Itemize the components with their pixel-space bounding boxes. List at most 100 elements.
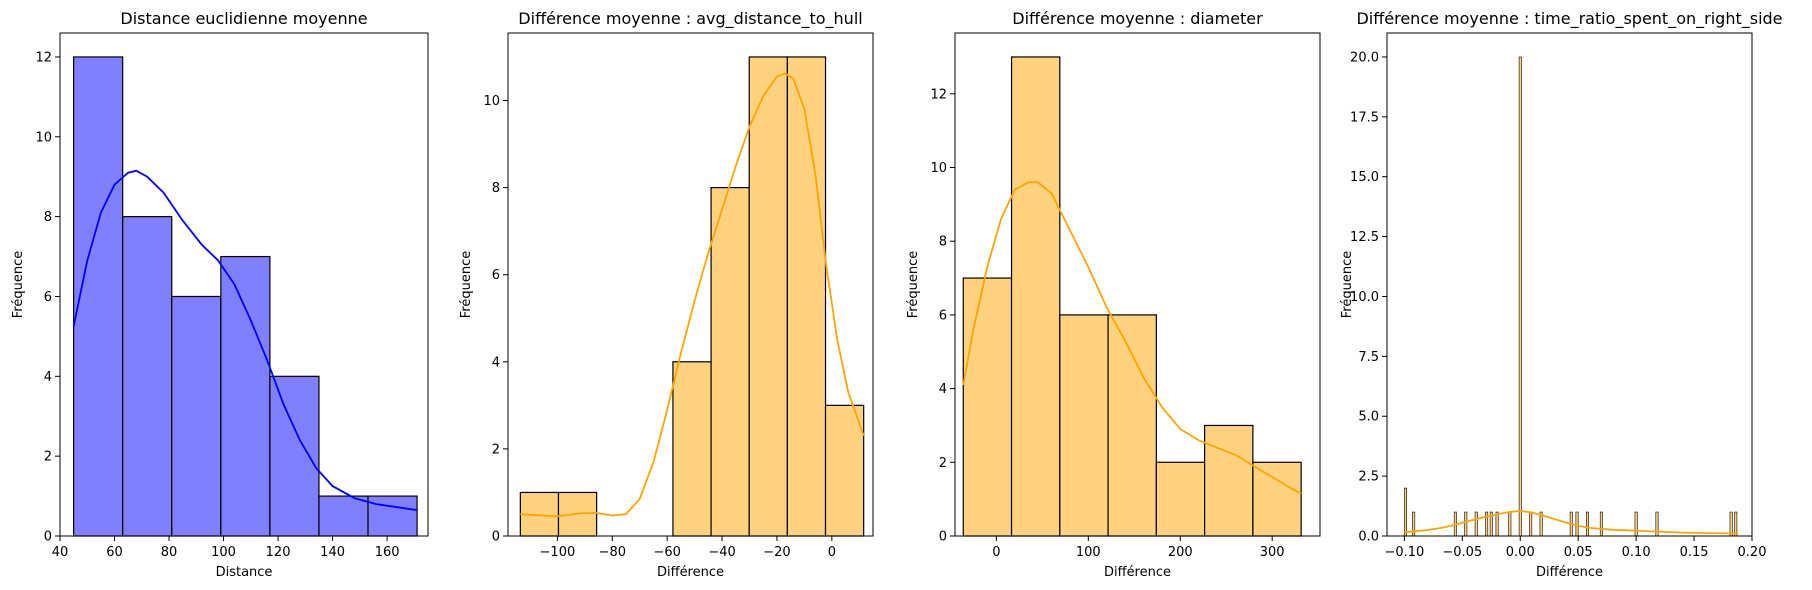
histogram-bar — [1729, 511, 1733, 537]
y-tick-label: 6 — [44, 290, 52, 305]
x-tick-label: 100 — [211, 545, 236, 560]
y-tick-label: 0 — [492, 530, 500, 545]
histogram-bar — [824, 404, 865, 537]
histogram-bar — [1107, 314, 1157, 537]
y-tick-label: 2 — [44, 450, 52, 465]
y-tick-label: 4 — [492, 355, 500, 370]
histogram-bar — [269, 375, 320, 537]
x-tick-label: 0 — [828, 545, 836, 560]
x-tick-label: 120 — [266, 545, 291, 560]
x-tick-label: −80 — [599, 545, 626, 560]
chart-title: Différence moyenne : time_ratio_spent_on… — [1356, 9, 1782, 29]
x-tick-label: −20 — [763, 545, 790, 560]
histogram-bar — [1586, 511, 1589, 537]
histogram-bar — [220, 255, 271, 537]
kde-line — [72, 169, 418, 511]
histogram-bar — [1252, 461, 1302, 537]
histogram-bar — [367, 495, 418, 537]
y-tick-label: 12 — [930, 87, 947, 102]
y-tick-label: 10 — [35, 130, 52, 145]
y-tick-label: 2 — [492, 442, 500, 457]
x-axis-label: Distance — [216, 565, 273, 580]
histogram-bar — [1474, 511, 1478, 537]
y-tick-label: 2 — [939, 456, 947, 471]
y-tick-label: 5.0 — [1358, 410, 1379, 425]
histogram-bar — [122, 216, 173, 537]
histogram-panel-2: −100 −80 −60 −40 −20 0 0 2 4 6 8 10 Différence moyen… — [459, 9, 874, 580]
histogram-bar — [1599, 511, 1603, 537]
histogram-bar — [171, 295, 222, 537]
y-tick-label: 4 — [44, 370, 52, 385]
y-tick-label: 4 — [939, 382, 947, 397]
x-tick-label: −60 — [653, 545, 680, 560]
y-tick-label: 7.5 — [1358, 350, 1379, 365]
y-tick-label: 0 — [939, 530, 947, 545]
kde-line — [962, 181, 1302, 495]
y-tick-label: 2.5 — [1358, 470, 1379, 485]
x-tick-label: 300 — [1260, 545, 1285, 560]
y-axis-label: Fréquence — [459, 251, 474, 318]
y-tick-label: 12.5 — [1350, 230, 1379, 245]
y-tick-label: 0 — [44, 530, 52, 545]
x-tick-label: −0.10 — [1384, 545, 1424, 560]
x-axis-label: Différence — [1536, 565, 1603, 580]
y-tick-label: 10 — [930, 161, 947, 176]
histogram-bar — [1529, 511, 1533, 537]
histogram-bar — [1059, 314, 1109, 537]
y-tick-label: 0.0 — [1358, 530, 1379, 545]
x-tick-label: 140 — [320, 545, 345, 560]
y-axis-label: Fréquence — [1340, 251, 1355, 318]
histogram-bar — [73, 56, 124, 537]
y-tick-label: 6 — [939, 308, 947, 323]
histogram-bar — [1404, 487, 1407, 537]
x-tick-label: 40 — [52, 545, 69, 560]
histogram-panel-3: 0 100 200 300 0 2 4 6 8 10 12 Différence moyenne : … — [906, 9, 1321, 580]
histogram-bar — [1634, 511, 1638, 537]
histogram-bar — [1464, 511, 1468, 537]
y-tick-label: 10 — [483, 94, 500, 109]
y-tick-label: 17.5 — [1350, 110, 1379, 125]
y-tick-label: 8 — [939, 235, 947, 250]
y-axis-label: Fréquence — [11, 251, 26, 318]
x-tick-label: 60 — [106, 545, 123, 560]
x-tick-label: 0 — [992, 545, 1000, 560]
y-tick-label: 8 — [44, 210, 52, 225]
y-tick-label: 20.0 — [1350, 50, 1379, 65]
histogram-bar — [318, 495, 369, 537]
chart-title: Différence moyenne : diameter — [1012, 9, 1263, 28]
histogram-bar — [710, 187, 750, 537]
x-tick-label: 0.15 — [1680, 545, 1709, 560]
histogram-panel-4: −0.10 −0.05 0.00 0.05 0.10 0.15 0.20 0.0 2.5 5.0 7… — [1340, 9, 1783, 580]
histogram-bar — [672, 361, 712, 537]
x-tick-label: 100 — [1076, 545, 1101, 560]
y-tick-label: 6 — [492, 268, 500, 283]
axes-frame — [954, 32, 1321, 537]
histogram-bar — [1518, 56, 1522, 537]
y-tick-label: 8 — [492, 181, 500, 196]
axes-frame — [59, 32, 429, 537]
y-tick-label: 12 — [35, 50, 52, 65]
x-tick-label: 80 — [161, 545, 178, 560]
y-tick-label: 10.0 — [1350, 290, 1379, 305]
histogram-bar — [1508, 511, 1512, 537]
axes-frame — [1386, 32, 1753, 537]
histogram-bar — [1010, 56, 1061, 537]
x-tick-label: −40 — [708, 545, 735, 560]
histogram-bar — [1155, 461, 1206, 537]
kde-line — [520, 72, 865, 518]
x-tick-label: 0.00 — [1506, 545, 1535, 560]
x-tick-label: 0.10 — [1622, 545, 1651, 560]
chart-title: Distance euclidienne moyenne — [120, 9, 367, 28]
axes-frame — [507, 32, 874, 537]
x-tick-label: 160 — [375, 545, 400, 560]
y-tick-label: 15.0 — [1350, 170, 1379, 185]
x-tick-label: 0.05 — [1564, 545, 1593, 560]
x-tick-label: 200 — [1168, 545, 1193, 560]
histogram-bar — [1575, 511, 1579, 537]
histogram-bar — [1734, 511, 1738, 537]
x-tick-label: 0.20 — [1738, 545, 1767, 560]
x-axis-label: Différence — [1104, 565, 1171, 580]
x-tick-label: −0.05 — [1442, 545, 1482, 560]
kde-line — [1404, 509, 1739, 535]
